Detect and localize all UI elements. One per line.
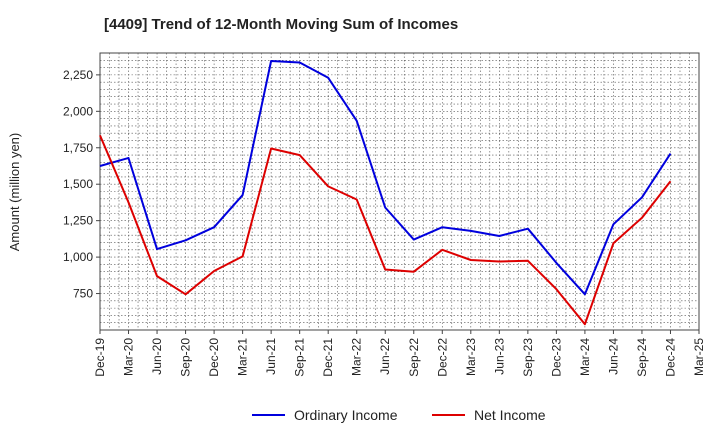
x-tick-label: Dec-21 (321, 338, 335, 377)
series-line (99, 60, 672, 296)
x-tick-label: Jun-21 (264, 338, 278, 375)
x-tick-label: Dec-22 (435, 338, 449, 377)
y-tick-label: 1,500 (63, 177, 93, 191)
x-tick-label: Dec-20 (207, 338, 221, 377)
x-tick-label: Mar-20 (122, 338, 136, 376)
y-tick-label: 2,250 (63, 68, 93, 82)
plot-area-border (99, 52, 700, 331)
y-tick-label: 1,000 (63, 250, 93, 264)
x-tick-label: Sep-21 (293, 338, 307, 377)
x-tick-label: Mar-22 (350, 338, 364, 376)
x-tick-label: Mar-24 (578, 338, 592, 376)
x-tick-label: Jun-20 (150, 338, 164, 375)
chart-title: [4409] Trend of 12-Month Moving Sum of I… (104, 16, 459, 33)
x-tick-label: Dec-23 (549, 338, 563, 377)
y-tick-label: 2,000 (63, 104, 93, 118)
x-tick-label: Dec-19 (93, 338, 107, 377)
y-tick-label: 1,250 (63, 214, 93, 228)
y-axis-ticks: 750 1,000 1,250 1,500 1,750 2,000 2,250 (63, 68, 100, 301)
x-tick-label: Sep-23 (521, 338, 535, 377)
x-tick-label: Dec-24 (663, 338, 677, 377)
x-tick-label: Mar-23 (464, 338, 478, 376)
x-tick-label: Jun-22 (378, 338, 392, 375)
y-axis-label: Amount (million yen) (7, 133, 22, 252)
legend-label: Ordinary Income (294, 407, 398, 423)
y-tick-label: 1,750 (63, 141, 93, 155)
x-tick-label: Jun-23 (492, 338, 506, 375)
legend: Ordinary Income Net Income (252, 407, 546, 423)
x-tick-label: Sep-24 (635, 338, 649, 377)
x-tick-label: Sep-20 (179, 338, 193, 377)
x-axis-ticks: Dec-19 Mar-20 Jun-20 Sep-20 Dec-20 Mar-21 Jun-… (93, 330, 706, 377)
series-line (99, 135, 672, 326)
x-tick-label: Jun-24 (606, 338, 620, 375)
series-lines (99, 60, 672, 326)
x-tick-label: Mar-25 (692, 338, 706, 376)
x-tick-label: Sep-22 (407, 338, 421, 377)
x-tick-label: Mar-21 (236, 338, 250, 376)
legend-label: Net Income (474, 407, 546, 423)
y-tick-label: 750 (73, 287, 93, 301)
grid-lines (100, 53, 699, 330)
